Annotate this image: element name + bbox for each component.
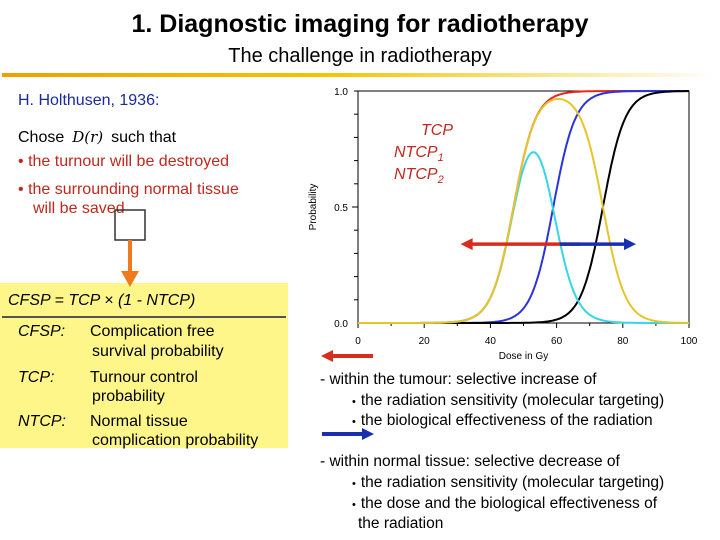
def-val-tcp-2: probability bbox=[92, 388, 165, 405]
chart-arrow-head-0 bbox=[460, 238, 473, 251]
formula-divider bbox=[2, 316, 286, 318]
bullet-destroy: • the turnour will be destroyed bbox=[18, 153, 229, 171]
def-val-ntcp-1: Normal tissue bbox=[90, 413, 188, 430]
legend-tcp: TCP bbox=[421, 122, 453, 139]
def-term-tcp: TCP: bbox=[18, 369, 55, 386]
def-term-cfsp: CFSP: bbox=[18, 323, 66, 340]
note-text: the dose and the biological effectivenes… bbox=[360, 495, 658, 512]
x-tick-label: 20 bbox=[419, 336, 431, 347]
chart-arrows bbox=[460, 238, 637, 251]
x-axis-label: Dose in Gy bbox=[499, 351, 548, 362]
dose-distribution-symbol: D(r) bbox=[72, 128, 104, 146]
def-val-ntcp-2: complication probability bbox=[92, 432, 259, 449]
down-arrow-icon bbox=[121, 271, 139, 287]
chart-arrow-head-1 bbox=[624, 238, 637, 251]
series-line-ntcp1 bbox=[358, 90, 689, 324]
slide-title: 1. Diagnostic imaging for radiotherapy bbox=[131, 10, 589, 38]
x-tick-label: 40 bbox=[485, 336, 497, 347]
x-tick-label: 0 bbox=[355, 336, 361, 347]
note-normal-head: - within normal tissue: selective decrea… bbox=[320, 453, 620, 470]
note-normal-a: • the radiation sensitivity (molecular ta… bbox=[352, 474, 664, 492]
note-tumour-a: • the radiation sensitivity (molecular ta… bbox=[352, 392, 664, 410]
legend-ntcp2-base: NTCP bbox=[394, 166, 438, 183]
y-axis-label: Probability bbox=[308, 184, 319, 231]
right-arrow-icon bbox=[362, 428, 374, 440]
chose-suffix: such that bbox=[111, 129, 177, 146]
attribution: H. Holthusen, 1936: bbox=[18, 92, 160, 109]
bullet-dot: • bbox=[352, 478, 356, 490]
chart-curves bbox=[358, 90, 689, 324]
note-text: the radiation sensitivity (molecular tar… bbox=[360, 474, 665, 491]
note-normal-b: • the dose and the biological effectivene… bbox=[352, 495, 657, 513]
y-tick-label: 0.0 bbox=[334, 319, 348, 330]
x-tick-label: 80 bbox=[617, 336, 629, 347]
bullet-marker: • bbox=[18, 181, 24, 198]
x-tick-label: 60 bbox=[551, 336, 563, 347]
slide-subtitle: The challenge in radiotherapy bbox=[228, 45, 492, 67]
def-val-cfsp-1: Complication free bbox=[90, 323, 215, 340]
bullet-saved-cont: will be saved bbox=[33, 200, 125, 217]
legend-ntcp1: NTCP1 bbox=[394, 144, 444, 164]
chose-prefix: Chose bbox=[18, 129, 65, 146]
note-tumour-b: • the biological effectiveness of the rad… bbox=[352, 412, 653, 430]
note-text: the radiation sensitivity (molecular tar… bbox=[360, 392, 665, 409]
def-val-tcp-1: Turnour control bbox=[90, 369, 198, 386]
title-underline bbox=[2, 73, 718, 77]
plot-frame bbox=[357, 90, 690, 324]
down-arrow-graphic bbox=[114, 209, 146, 287]
def-val-cfsp-2: survival probability bbox=[92, 343, 224, 360]
bullet-dot: • bbox=[352, 499, 356, 511]
series-line-tcp bbox=[358, 90, 689, 324]
legend-ntcp1-sub: 1 bbox=[437, 152, 444, 165]
x-tick-label: 100 bbox=[681, 336, 698, 347]
dose-response-chart: 0 20 40 60 80 100 0.0 0.5 1.0 Dose in Gy Probabili… bbox=[308, 87, 698, 362]
note-text: the biological effectiveness of the radi… bbox=[360, 412, 653, 429]
def-term-ntcp: NTCP: bbox=[18, 413, 66, 430]
y-tick-label: 1.0 bbox=[334, 87, 348, 98]
chose-line: Chose D(r) such that bbox=[18, 128, 176, 147]
series-line-cfsp2 bbox=[358, 97, 689, 324]
bullet-dot: • bbox=[352, 416, 356, 428]
legend-ntcp2: NTCP2 bbox=[394, 166, 444, 186]
bullet-text: the turnour will be destroyed bbox=[28, 153, 230, 170]
bullet-text: the surrounding normal tissue bbox=[28, 181, 239, 198]
y-tick-label: 0.5 bbox=[334, 203, 348, 214]
bullet-dot: • bbox=[352, 396, 356, 408]
series-line-ntcp2 bbox=[358, 90, 689, 324]
left-arrow-icon bbox=[321, 350, 333, 362]
note-normal-c: the radiation bbox=[358, 515, 444, 532]
bullet-marker: • bbox=[18, 153, 24, 170]
legend-ntcp2-sub: 2 bbox=[437, 174, 444, 187]
note-tumour-head: - within the tumour: selective increase … bbox=[320, 371, 597, 388]
legend-ntcp1-base: NTCP bbox=[394, 144, 438, 161]
bullet-saved: • the surrounding normal tissue bbox=[18, 181, 239, 199]
note-arrows bbox=[321, 350, 374, 440]
cfsp-formula: CFSP = TCP × (1 - NTCP) bbox=[8, 292, 196, 309]
symbol-frame bbox=[114, 209, 146, 241]
definitions-box bbox=[0, 283, 288, 448]
